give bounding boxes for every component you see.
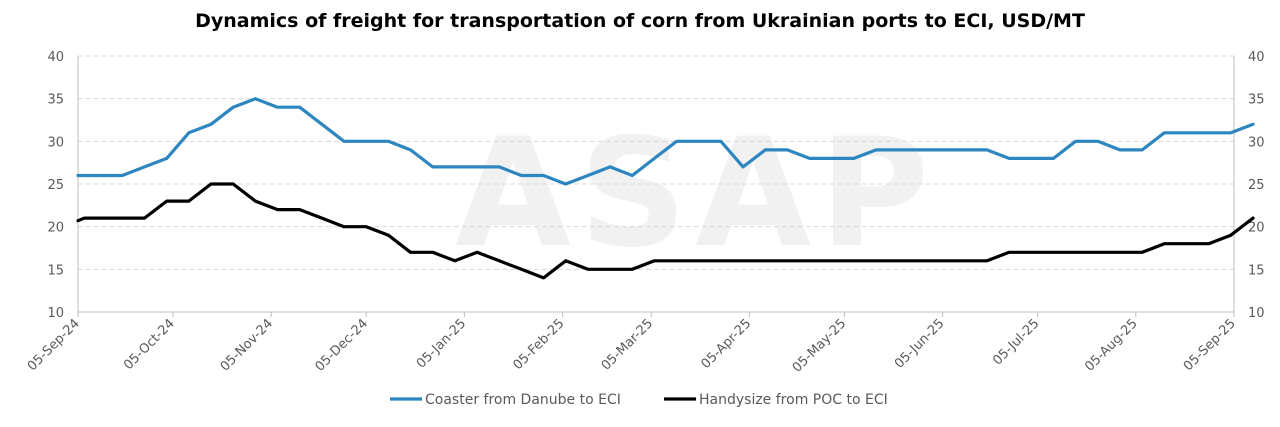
y2-tick-label: 10 — [1248, 306, 1265, 321]
y2-tick-label: 15 — [1248, 263, 1265, 278]
x-tick-label: 05-Jul-25 — [990, 316, 1042, 368]
x-tick-label: 05-Jun-25 — [892, 316, 948, 372]
chart-title: Dynamics of freight for transportation o… — [195, 10, 1085, 32]
y2-tick-label: 35 — [1248, 93, 1265, 108]
x-tick-label: 05-Dec-24 — [313, 316, 371, 374]
legend-label-1: Coaster from Danube to ECI — [425, 392, 621, 408]
y-tick-label: 20 — [47, 221, 64, 236]
y2-tick-label: 20 — [1248, 221, 1265, 236]
y2-tick-label: 30 — [1248, 135, 1265, 150]
y-tick-label: 35 — [47, 93, 64, 108]
series-line-1 — [76, 97, 1255, 186]
x-tick-label: 05-Oct-24 — [121, 316, 178, 373]
y-tick-label: 10 — [47, 306, 64, 321]
x-tick-label: 05-May-25 — [790, 316, 849, 375]
y2-tick-label: 40 — [1248, 50, 1265, 65]
x-tick-label: 05-Apr-25 — [699, 316, 755, 372]
y-tick-label: 25 — [47, 178, 64, 193]
y-tick-label: 30 — [47, 135, 64, 150]
x-tick-label: 05-Nov-24 — [218, 316, 276, 374]
watermark-text: ASAP — [455, 107, 937, 281]
x-tick-label: 05-Sep-25 — [1181, 316, 1239, 374]
x-tick-label: 05-Jan-25 — [414, 316, 469, 371]
x-tick-label: 05-Aug-25 — [1082, 316, 1140, 374]
series-line-2 — [76, 182, 1255, 280]
x-tick-label: 05-Sep-24 — [25, 316, 83, 374]
x-tick-label: 05-Mar-25 — [599, 316, 656, 373]
x-tick-label: 05-Feb-25 — [510, 316, 567, 373]
y-tick-label: 40 — [47, 50, 64, 65]
y2-tick-label: 25 — [1248, 178, 1265, 193]
y-tick-label: 15 — [47, 263, 64, 278]
legend-label-2: Handysize from POC to ECI — [699, 392, 888, 408]
